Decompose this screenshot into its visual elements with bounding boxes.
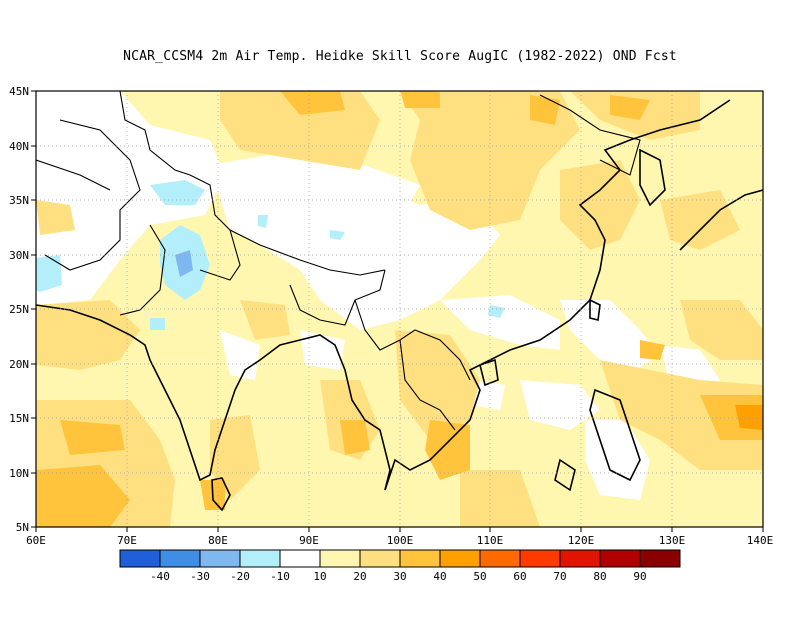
- colorbar-label: -10: [270, 570, 290, 583]
- colorbar-label: -40: [150, 570, 170, 583]
- country-borders: [36, 91, 641, 431]
- colorbar-label: 50: [473, 570, 486, 583]
- colorbar-label: -20: [230, 570, 250, 583]
- latitude-labels: 45N 40N 35N 30N 25N 20N 15N 10N 5N: [9, 85, 29, 534]
- lon-label-70e: 70E: [117, 534, 137, 547]
- colorbar-swatch: [119, 549, 161, 568]
- colorbar-label: 30: [393, 570, 406, 583]
- colorbar: -40 -30 -20 -10 10 20 30 40 50 60 70 80 …: [119, 549, 681, 583]
- colorbar-label: 40: [433, 570, 446, 583]
- colorbar-swatch: [439, 549, 481, 568]
- lat-label-10n: 10N: [9, 467, 29, 480]
- skill-30-40-areas: [36, 91, 763, 527]
- grid-lines: [36, 91, 763, 527]
- colorbar-swatch: [319, 549, 361, 568]
- lon-label-100e: 100E: [387, 534, 414, 547]
- colorbar-swatch: [239, 549, 281, 568]
- lon-label-110e: 110E: [477, 534, 504, 547]
- lon-label-130e: 130E: [659, 534, 686, 547]
- colorbar-swatch: [519, 549, 561, 568]
- coastlines: [36, 99, 763, 512]
- lon-label-80e: 80E: [208, 534, 228, 547]
- colorbar-swatch: [359, 549, 401, 568]
- colorbar-labels: -40 -30 -20 -10 10 20 30 40 50 60 70 80 …: [150, 570, 647, 583]
- lon-label-120e: 120E: [568, 534, 595, 547]
- colorbar-swatch: [159, 549, 201, 568]
- colorbar-swatch: [279, 549, 321, 568]
- longitude-labels: 60E 70E 80E 90E 100E 110E 120E 130E 140E: [26, 534, 773, 547]
- lat-label-35n: 35N: [9, 194, 29, 207]
- lat-label-15n: 15N: [9, 412, 29, 425]
- lon-label-60e: 60E: [26, 534, 46, 547]
- skill-40-50-area: [735, 405, 763, 430]
- lat-label-45n: 45N: [9, 85, 29, 98]
- colorbar-label: 70: [553, 570, 566, 583]
- skill-field: [36, 91, 763, 527]
- lat-label-20n: 20N: [9, 358, 29, 371]
- colorbar-swatch: [559, 549, 601, 568]
- lat-label-5n: 5N: [16, 521, 29, 534]
- lat-label-40n: 40N: [9, 140, 29, 153]
- lat-label-30n: 30N: [9, 249, 29, 262]
- colorbar-swatch: [399, 549, 441, 568]
- colorbar-label: 60: [513, 570, 526, 583]
- colorbar-swatch: [199, 549, 241, 568]
- colorbar-label: -30: [190, 570, 210, 583]
- colorbar-swatch: [639, 549, 681, 568]
- lon-label-140e: 140E: [747, 534, 774, 547]
- colorbar-swatches: [119, 549, 681, 568]
- lon-label-90e: 90E: [299, 534, 319, 547]
- colorbar-label: 80: [593, 570, 606, 583]
- map-title: NCAR_CCSM4 2m Air Temp. Heidke Skill Sco…: [123, 49, 677, 64]
- colorbar-swatch: [599, 549, 641, 568]
- negative-skill-core: [175, 250, 193, 277]
- axis-ticks: [31, 90, 764, 532]
- colorbar-swatch: [479, 549, 521, 568]
- lat-label-25n: 25N: [9, 303, 29, 316]
- colorbar-label: 10: [313, 570, 326, 583]
- colorbar-label: 90: [633, 570, 646, 583]
- colorbar-label: 20: [353, 570, 366, 583]
- skill-20-30-areas: [36, 91, 763, 527]
